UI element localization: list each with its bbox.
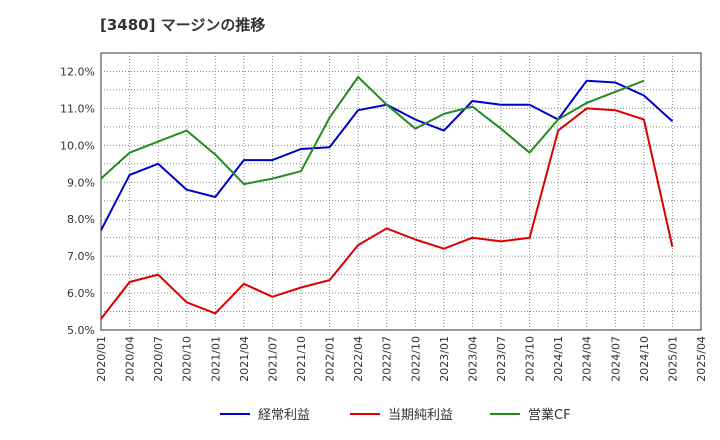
x-tick-label: 2023/04 bbox=[466, 336, 479, 382]
legend-label: 当期純利益 bbox=[388, 408, 453, 423]
x-tick-label: 2020/10 bbox=[181, 336, 194, 382]
x-tick-label: 2020/01 bbox=[95, 336, 108, 382]
series-lines bbox=[100, 76, 674, 320]
x-tick-label: 2025/04 bbox=[695, 336, 708, 382]
plot-frame bbox=[100, 52, 702, 331]
x-tick-label: 2023/10 bbox=[524, 336, 537, 382]
y-tick-label: 12.0% bbox=[60, 65, 95, 78]
x-tick-label: 2024/07 bbox=[609, 336, 622, 382]
legend: 経常利益 当期純利益 営業CF bbox=[220, 407, 571, 423]
x-tick-label: 2024/10 bbox=[638, 336, 651, 382]
x-tick-label: 2020/07 bbox=[152, 336, 165, 382]
x-tick-label: 2024/01 bbox=[552, 336, 565, 382]
grid-lines bbox=[101, 53, 701, 330]
y-axis-ticks: 5.0% 6.0% 7.0% 8.0% 9.0% 10.0% 11.0% 12.0% bbox=[60, 65, 95, 337]
x-tick-label: 2023/01 bbox=[438, 336, 451, 382]
legend-label: 営業CF bbox=[528, 407, 571, 423]
legend-label: 経常利益 bbox=[258, 408, 310, 423]
y-tick-label: 7.0% bbox=[67, 250, 95, 263]
x-tick-label: 2024/04 bbox=[581, 336, 594, 382]
x-tick-label: 2025/01 bbox=[666, 336, 679, 382]
x-tick-label: 2022/01 bbox=[324, 336, 337, 382]
series-line-operating-cf bbox=[100, 76, 645, 186]
x-axis-ticks: 2020/01 2020/04 2020/07 2020/10 2021/01 2021/… bbox=[95, 336, 708, 382]
y-tick-label: 11.0% bbox=[60, 102, 95, 115]
x-tick-label: 2021/01 bbox=[209, 336, 222, 382]
x-tick-label: 2022/04 bbox=[352, 336, 365, 382]
x-tick-label: 2023/07 bbox=[495, 336, 508, 382]
x-tick-label: 2021/07 bbox=[266, 336, 279, 382]
plot-area bbox=[100, 52, 702, 331]
x-tick-label: 2022/07 bbox=[381, 336, 394, 382]
x-tick-label: 2021/10 bbox=[295, 336, 308, 382]
series-line-net-income bbox=[100, 107, 674, 320]
x-tick-label: 2021/04 bbox=[238, 336, 251, 382]
chart-title: [3480] マージンの推移 bbox=[100, 16, 266, 34]
y-tick-label: 10.0% bbox=[60, 139, 95, 152]
y-tick-label: 9.0% bbox=[67, 176, 95, 189]
y-tick-label: 8.0% bbox=[67, 213, 95, 226]
y-tick-label: 6.0% bbox=[67, 287, 95, 300]
x-tick-label: 2022/10 bbox=[409, 336, 422, 382]
x-tick-label: 2020/04 bbox=[124, 336, 137, 382]
y-tick-label: 5.0% bbox=[67, 324, 95, 337]
